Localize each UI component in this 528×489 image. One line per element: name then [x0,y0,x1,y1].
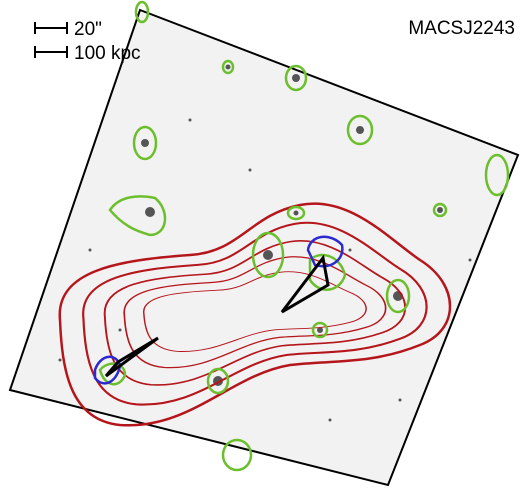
scale-bars [35,22,67,58]
scale-physical: 100 kpc [74,43,141,64]
image: 20" 100 kpc MACSJ2243 [0,0,528,489]
sky-field [10,10,518,485]
scale-angular: 20" [74,19,102,40]
cluster-name: MACSJ2243 [408,18,515,39]
